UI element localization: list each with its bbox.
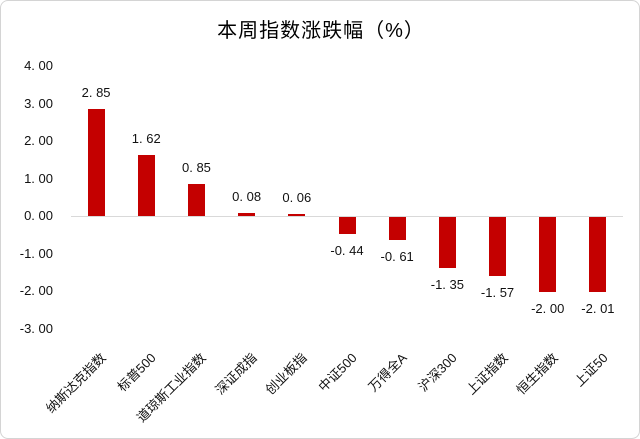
chart-title: 本周指数涨跌幅（%） <box>217 20 425 42</box>
y-axis-tick-label: -1. 00 <box>19 245 53 261</box>
bar-value-label: 0. 06 <box>282 189 312 205</box>
bar-value-label: -2. 00 <box>531 301 565 316</box>
bar-value-label: 0. 85 <box>181 160 211 176</box>
bar <box>589 217 607 293</box>
bar <box>137 155 155 216</box>
bar-value-label: -0. 61 <box>380 248 414 264</box>
bar-value-label: -0. 44 <box>330 242 364 258</box>
bar-value-label: 2. 85 <box>81 85 111 101</box>
zero-axis-line <box>71 216 623 217</box>
bar <box>338 217 356 234</box>
y-axis-tick-label: -2. 00 <box>19 283 53 298</box>
bar-value-label: -2. 01 <box>581 301 615 317</box>
bar <box>489 217 507 276</box>
bar-value-label: -1. 35 <box>430 276 464 292</box>
y-axis-tick-label: 2. 00 <box>24 133 53 148</box>
y-axis-tick-label: -3. 00 <box>19 320 53 336</box>
y-axis-tick-label: 4. 00 <box>24 58 53 73</box>
bar <box>388 217 406 240</box>
y-axis-tick-label: 1. 00 <box>24 170 53 186</box>
bar-value-label: 0. 08 <box>232 189 262 204</box>
bar <box>288 213 306 216</box>
x-axis-category-label: 纳斯达克指数 <box>43 350 109 416</box>
y-axis-tick-label: 3. 00 <box>24 95 53 111</box>
bar <box>187 184 205 216</box>
bar <box>438 217 456 268</box>
bar <box>539 217 557 292</box>
y-axis-tick-label: 0. 00 <box>24 208 53 223</box>
bar-value-label: -1. 57 <box>480 284 515 300</box>
bar <box>238 213 256 216</box>
bar <box>87 109 105 216</box>
bar-value-label: 1. 62 <box>131 131 161 147</box>
